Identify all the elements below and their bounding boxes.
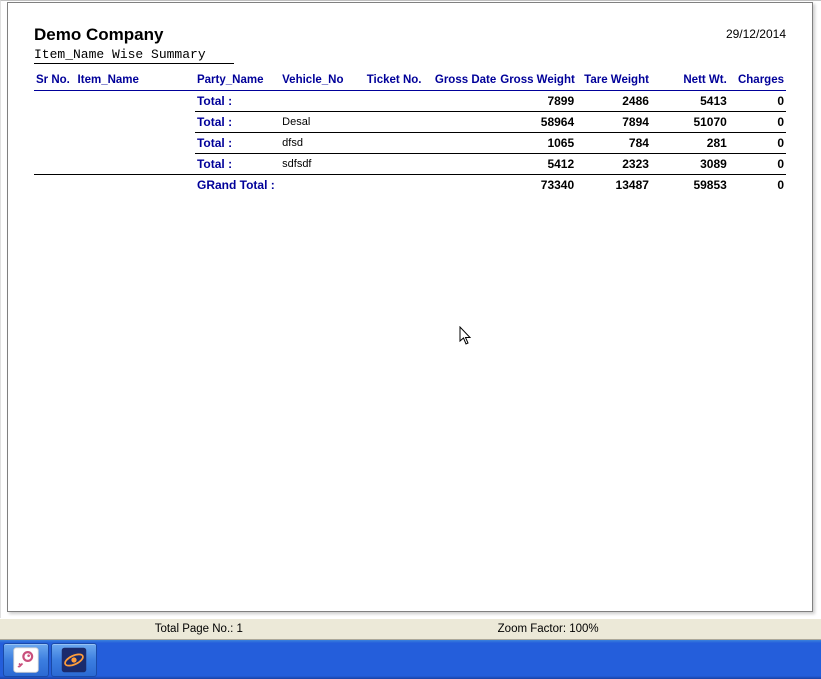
taskbar-app-button-2[interactable]: [51, 643, 97, 677]
grand-tare: 13487: [576, 175, 651, 196]
row-tare: 2323: [576, 154, 651, 175]
grand-charges: 0: [729, 175, 786, 196]
row-label: Total :: [195, 154, 280, 175]
col-charges: Charges: [729, 70, 786, 91]
row-gross: 5412: [498, 154, 576, 175]
report-subtitle: Item_Name Wise Summary: [34, 47, 234, 62]
row-nett: 281: [651, 133, 729, 154]
key-icon: [12, 646, 40, 674]
col-nett-wt: Nett Wt.: [651, 70, 729, 91]
row-charges: 0: [729, 154, 786, 175]
col-tare-weight: Tare Weight: [576, 70, 651, 91]
status-page-count: Total Page No.: 1: [0, 623, 378, 635]
company-block: Demo Company Item_Name Wise Summary: [34, 25, 234, 64]
row-vehicle: [280, 91, 361, 112]
col-ticket-no: Ticket No.: [361, 70, 423, 91]
grand-total-row: GRand Total : 73340 13487 59853 0: [34, 175, 786, 196]
row-nett: 3089: [651, 154, 729, 175]
row-tare: 784: [576, 133, 651, 154]
row-nett: 51070: [651, 112, 729, 133]
taskbar-app-button-1[interactable]: [3, 643, 49, 677]
row-label: Total :: [195, 133, 280, 154]
row-vehicle: dfsd: [280, 133, 361, 154]
company-title: Demo Company: [34, 25, 234, 45]
table-body: Total : 7899 2486 5413 0 Total : Desal: [34, 91, 786, 196]
col-gross-weight: Gross Weight: [498, 70, 576, 91]
col-party-name: Party_Name: [195, 70, 280, 91]
col-gross-date: Gross Date: [423, 70, 498, 91]
report-table: Sr No. Item_Name Party_Name Vehicle_No T…: [34, 70, 786, 195]
row-charges: 0: [729, 112, 786, 133]
row-label: Total :: [195, 91, 280, 112]
row-charges: 0: [729, 91, 786, 112]
report-viewport: Demo Company Item_Name Wise Summary 29/1…: [0, 0, 821, 618]
taskbar: [0, 640, 821, 679]
row-tare: 2486: [576, 91, 651, 112]
table-row: Total : dfsd 1065 784 281 0: [34, 133, 786, 154]
grand-label: GRand Total :: [195, 175, 280, 196]
row-tare: 7894: [576, 112, 651, 133]
table-header-row: Sr No. Item_Name Party_Name Vehicle_No T…: [34, 70, 786, 91]
row-gross: 58964: [498, 112, 576, 133]
row-nett: 5413: [651, 91, 729, 112]
page-header: Demo Company Item_Name Wise Summary 29/1…: [34, 25, 786, 64]
report-page: Demo Company Item_Name Wise Summary 29/1…: [7, 2, 813, 612]
table-row: Total : Desal 58964 7894 51070 0: [34, 112, 786, 133]
report-date: 29/12/2014: [726, 27, 786, 41]
row-charges: 0: [729, 133, 786, 154]
status-zoom: Zoom Factor: 100%: [378, 623, 821, 635]
col-srno: Sr No.: [34, 70, 76, 91]
status-bar: Total Page No.: 1 Zoom Factor: 100%: [0, 618, 821, 640]
subtitle-underline: [34, 63, 234, 64]
grand-nett: 59853: [651, 175, 729, 196]
orbit-icon: [60, 646, 88, 674]
row-gross: 1065: [498, 133, 576, 154]
table-row: Total : sdfsdf 5412 2323 3089 0: [34, 154, 786, 175]
col-item-name: Item_Name: [76, 70, 195, 91]
table-row: Total : 7899 2486 5413 0: [34, 91, 786, 112]
row-vehicle: Desal: [280, 112, 361, 133]
col-vehicle-no: Vehicle_No: [280, 70, 361, 91]
row-gross: 7899: [498, 91, 576, 112]
row-vehicle: sdfsdf: [280, 154, 361, 175]
grand-gross: 73340: [498, 175, 576, 196]
row-label: Total :: [195, 112, 280, 133]
